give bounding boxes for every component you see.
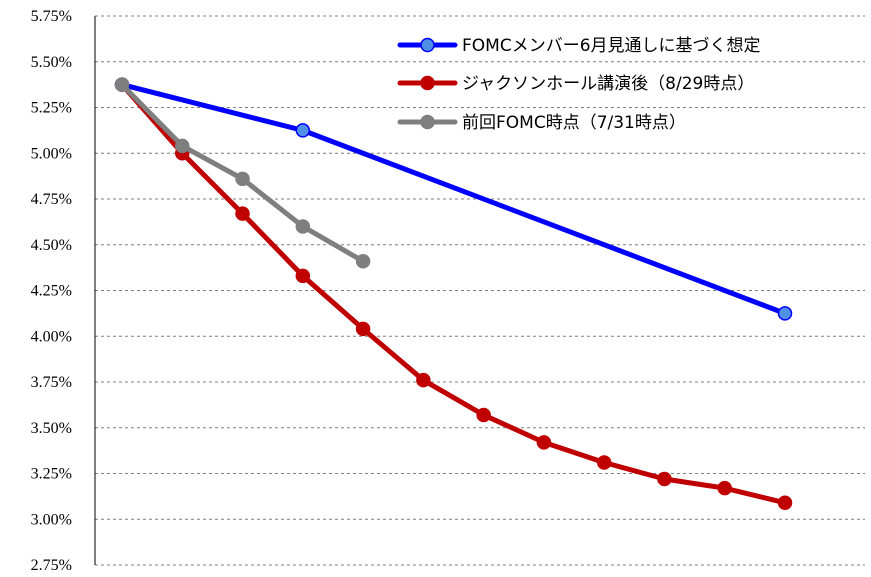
y-tick-label: 5.00% (31, 145, 72, 162)
data-point (175, 138, 190, 154)
legend-marker-swatch (420, 75, 435, 91)
data-point (295, 268, 311, 284)
data-point (235, 171, 250, 187)
y-tick-label: 2.75% (31, 557, 72, 574)
legend-item: ジャクソンホール講演後（8/29時点） (397, 74, 754, 94)
data-point (235, 206, 250, 221)
series-lines (114, 77, 793, 511)
data-point (657, 471, 672, 487)
legend-marker-swatch (420, 37, 435, 53)
data-point (416, 372, 431, 388)
data-point (536, 435, 552, 450)
legend-marker-swatch (420, 114, 435, 130)
series-previous-fomc (114, 77, 371, 269)
legend-item: FOMCメンバー6月見通しに基づく想定 (397, 36, 761, 56)
y-tick-label: 4.50% (31, 237, 72, 254)
y-tick-label: 4.00% (31, 328, 72, 345)
data-point (596, 455, 612, 470)
series-line (119, 82, 788, 506)
y-tick-label: 3.75% (31, 374, 72, 391)
data-point (777, 495, 793, 511)
y-tick-label: 3.00% (31, 511, 72, 528)
data-point (355, 321, 371, 337)
y-tick-label: 3.25% (31, 466, 72, 483)
y-tick-label: 5.75% (31, 8, 72, 25)
data-point (295, 123, 311, 138)
y-axis-tick-labels: 5.75% 5.50% 5.25% 5.00% 4.75% 4.50% 4.25% 4.00%… (31, 8, 72, 574)
gridlines (95, 15, 865, 566)
data-point (114, 77, 130, 92)
data-point (355, 253, 371, 269)
legend-label: 前回FOMC時点（7/31時点） (462, 113, 686, 133)
legend-item: 前回FOMC時点（7/31時点） (397, 113, 686, 133)
y-tick-label: 3.50% (31, 420, 72, 437)
legend-label: FOMCメンバー6月見通しに基づく想定 (462, 36, 761, 56)
y-tick-label: 4.25% (31, 283, 72, 300)
data-point (476, 407, 491, 423)
y-tick-label: 5.25% (31, 100, 72, 117)
series-post-jackson-hole (114, 77, 793, 511)
y-tick-label: 5.50% (31, 54, 72, 71)
data-point (777, 306, 793, 321)
legend-label: ジャクソンホール講演後（8/29時点） (462, 74, 754, 94)
data-point (717, 480, 732, 496)
y-tick-label: 4.75% (31, 191, 72, 208)
data-point (295, 219, 311, 234)
